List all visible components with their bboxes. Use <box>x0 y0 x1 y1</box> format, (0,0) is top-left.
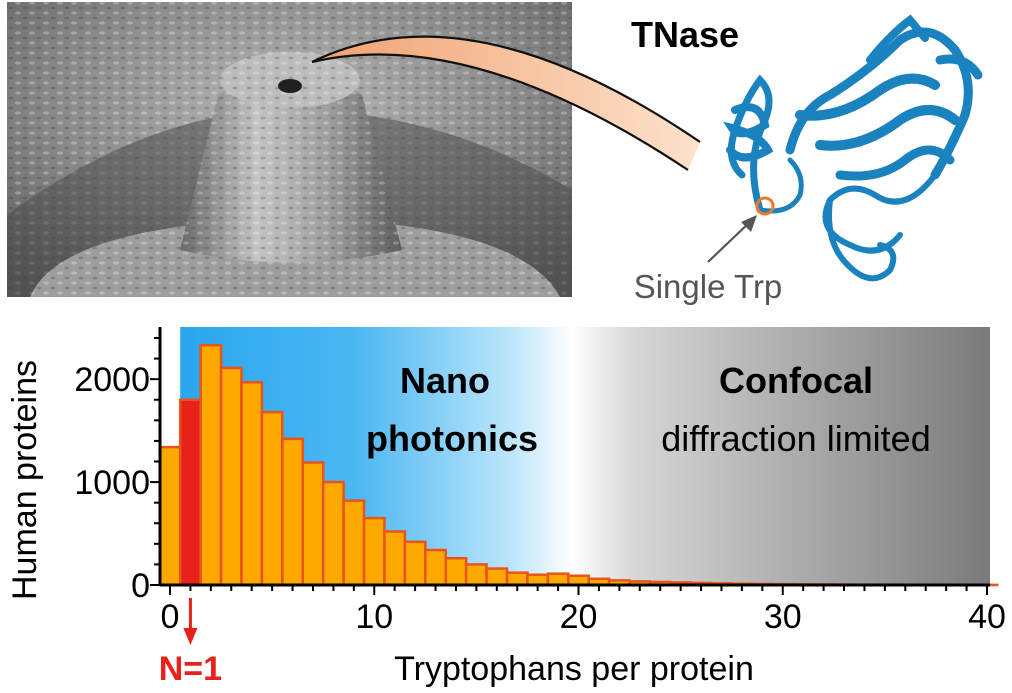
y-tick-label-1000: 1000 <box>74 464 150 502</box>
bar-11 <box>383 530 407 587</box>
bar-14 <box>444 556 468 587</box>
protein-name: TNase <box>631 14 739 55</box>
bar-15 <box>464 563 488 587</box>
bar-4 <box>240 381 264 587</box>
n1-arrowhead <box>183 628 198 645</box>
bar-10 <box>362 516 386 587</box>
n1-marker <box>183 598 198 645</box>
bar-17 <box>505 571 529 587</box>
x-tick-label-0: 0 <box>161 598 180 636</box>
x-tick-label-40: 40 <box>968 598 1006 636</box>
y-axis-label: Human proteins <box>6 360 44 600</box>
x-tick-label-20: 20 <box>560 598 598 636</box>
region-nano-label-1: Nano <box>400 360 490 401</box>
x-tick-label-10: 10 <box>355 598 393 636</box>
bar-12 <box>403 540 427 587</box>
aperture-hole <box>278 79 302 93</box>
y-tick-label-0: 0 <box>131 567 150 605</box>
callout-arrow-line <box>707 219 753 263</box>
y-ticks: 0 1000 2000 <box>74 337 160 605</box>
region-confocal-background <box>572 327 990 585</box>
callout-label: Single Trp <box>634 268 783 305</box>
y-tick-label-2000: 2000 <box>74 361 150 399</box>
x-axis-label: Tryptophans per protein <box>394 650 754 688</box>
bar-3 <box>219 366 243 587</box>
bar-6 <box>281 437 305 587</box>
chart: 0 10 20 30 40 0 1000 2000 Nano photonics Confo… <box>6 327 1006 688</box>
bar-16 <box>485 567 509 587</box>
trp-marker <box>755 196 775 216</box>
bar-0 <box>158 445 182 587</box>
callout-arrowhead <box>741 215 757 232</box>
beam-curve <box>311 35 701 171</box>
bar-1 <box>178 398 202 587</box>
n1-label: N=1 <box>159 650 222 688</box>
bar-5 <box>260 410 284 587</box>
region-nano-label-2: photonics <box>366 418 538 459</box>
region-confocal-label-1: Confocal <box>719 360 873 401</box>
bar-2 <box>199 343 223 587</box>
protein-ribbon <box>722 14 983 282</box>
axes <box>158 327 990 587</box>
bar-8 <box>321 480 345 587</box>
x-tick-label-30: 30 <box>764 598 802 636</box>
bar-9 <box>342 499 366 587</box>
bar-7 <box>301 461 325 587</box>
bar-18 <box>526 573 550 587</box>
x-ticks: 0 10 20 30 40 <box>161 585 1006 636</box>
region-confocal-label-2: diffraction limited <box>661 418 930 459</box>
bar-19 <box>546 572 570 587</box>
bar-13 <box>424 548 447 587</box>
